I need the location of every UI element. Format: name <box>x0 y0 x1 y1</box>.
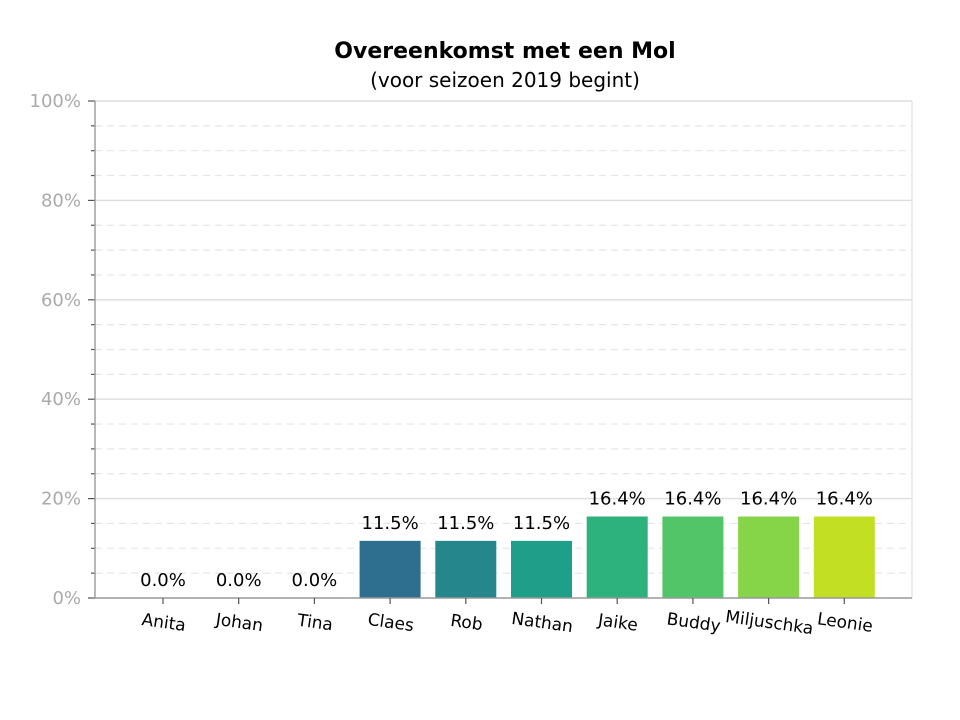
data-labels: 0.0% 0.0% 0.0% 11.5% 11.5% 11.5% 16.4% 16.4% 16.… <box>140 488 873 591</box>
bar <box>359 540 421 598</box>
data-label: 0.0% <box>140 570 186 591</box>
bar <box>738 516 800 598</box>
data-label: 11.5% <box>437 513 494 534</box>
bar <box>813 516 875 598</box>
data-label: 16.4% <box>816 488 873 509</box>
bar <box>662 516 724 598</box>
data-label: 0.0% <box>292 570 338 591</box>
chart-subtitle: (voor seizoen 2019 begint) <box>370 68 640 92</box>
data-label: 11.5% <box>362 513 419 534</box>
data-label: 16.4% <box>740 488 797 509</box>
x-tick-label: Tina <box>295 611 334 636</box>
x-tick-label: Nathan <box>510 609 574 637</box>
y-tick-label: 100% <box>30 91 81 112</box>
y-tick-label: 80% <box>41 190 81 211</box>
bar <box>511 540 572 598</box>
x-tick-label: Claes <box>366 610 415 636</box>
x-tick-label: Rob <box>449 611 484 635</box>
chart-title: Overeenkomst met een Mol <box>334 39 675 64</box>
y-tick-label: 20% <box>41 489 81 510</box>
bars <box>359 516 875 598</box>
data-label: 0.0% <box>216 570 262 591</box>
y-tick-label: 60% <box>41 290 81 311</box>
y-tick-label: 0% <box>52 588 81 609</box>
x-tick-label: Miljuschka <box>724 607 814 639</box>
data-label: 11.5% <box>513 513 570 534</box>
x-tick-label: Leonie <box>816 609 874 637</box>
x-tick-label: Anita <box>140 610 187 636</box>
grid-lines <box>95 100 912 574</box>
bar <box>586 516 648 598</box>
bar <box>435 540 497 598</box>
y-tick-label: 40% <box>41 389 81 410</box>
data-label: 16.4% <box>589 488 646 509</box>
x-tick-label: Buddy <box>665 609 721 636</box>
x-tick-label: Jaike <box>596 610 639 635</box>
data-label: 16.4% <box>664 488 721 509</box>
x-tick-label: Johan <box>214 610 265 637</box>
